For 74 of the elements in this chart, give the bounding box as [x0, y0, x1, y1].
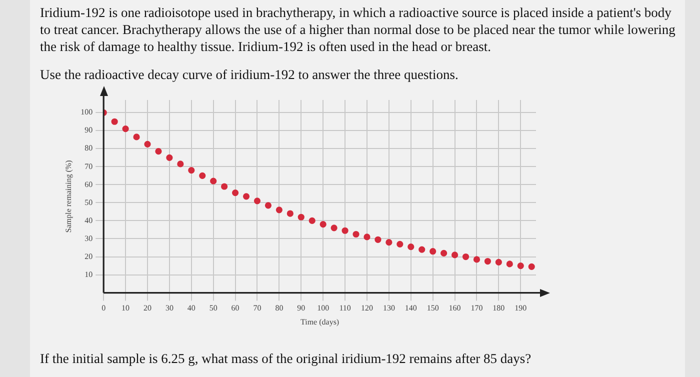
- x-tick-label: 90: [297, 304, 306, 313]
- point: [462, 253, 470, 260]
- x-tick-label: 10: [122, 304, 130, 313]
- x-axis-title: Time (days): [300, 317, 340, 326]
- point: [364, 234, 370, 240]
- point: [320, 221, 326, 228]
- point: [111, 118, 118, 125]
- point: [352, 230, 360, 238]
- point: [166, 154, 173, 161]
- point: [396, 240, 404, 248]
- point: [484, 258, 492, 265]
- x-tick-label: 150: [426, 304, 439, 313]
- point: [342, 227, 348, 234]
- y-tick-label: 40: [84, 216, 93, 225]
- point: [210, 178, 217, 184]
- point: [276, 206, 282, 214]
- y-tick-label: 20: [84, 252, 93, 261]
- point: [133, 134, 140, 140]
- x-tick-label: 50: [209, 304, 218, 313]
- point: [517, 262, 524, 270]
- x-tick-label: 190: [514, 304, 527, 313]
- point: [330, 224, 338, 232]
- x-tick-label: 30: [165, 304, 174, 313]
- x-tick-label: 20: [144, 304, 152, 313]
- x-tick-label: 80: [275, 304, 284, 313]
- x-tick-label: 160: [448, 304, 461, 313]
- x-tick-label: 130: [382, 304, 395, 313]
- point: [144, 140, 151, 148]
- point: [495, 258, 502, 266]
- x-tick-label: 170: [470, 304, 483, 313]
- point: [506, 260, 513, 268]
- x-tick-label: 120: [360, 304, 373, 313]
- y-tick-label: 30: [84, 234, 93, 243]
- point: [188, 166, 195, 174]
- point: [418, 246, 426, 253]
- point: [430, 248, 436, 255]
- point: [473, 256, 480, 263]
- y-tick-label: 100: [80, 108, 93, 117]
- y-tick-label: 70: [84, 162, 93, 171]
- x-tick-label: 60: [231, 304, 240, 313]
- point: [242, 193, 250, 200]
- point: [408, 244, 414, 250]
- point: [232, 189, 239, 196]
- y-tick-label: 10: [84, 270, 93, 279]
- point: [440, 250, 448, 256]
- point: [199, 172, 206, 179]
- x-tick-label: 70: [253, 304, 262, 313]
- point: [451, 252, 458, 258]
- point: [122, 126, 129, 132]
- text: If the initial sample is 6.25 g, what mass of the original iridium-192 remains after 85 days?: [40, 350, 532, 367]
- y-tick-label: 60: [84, 180, 93, 189]
- point: [528, 263, 535, 270]
- text: Use the radioactive decay curve of iridium-192 to answer the three questions.: [40, 66, 460, 83]
- x-tick-label: 110: [339, 304, 351, 313]
- x-tick-label: 140: [404, 304, 417, 313]
- point: [254, 198, 261, 204]
- point: [386, 239, 392, 246]
- point: [298, 214, 304, 220]
- y-tick-label: 50: [84, 198, 93, 207]
- x-tick-label: 0: [102, 304, 106, 313]
- point: [155, 148, 162, 155]
- text: Iridium-192 is one radioisotope used in brachytherapy, in which a radioactive source is placed inside a patient's body to treat cancer. Brachytherapy allows the use of a higher than normal dose to be placed near the tumor while lowering the risk of damage to healthy tissue. Iridium-192 is often used in the head or breast.: [40, 4, 676, 55]
- y-tick-label: 80: [84, 144, 93, 153]
- y-tick-label: 90: [84, 126, 93, 135]
- point: [221, 183, 228, 190]
- point: [374, 236, 382, 243]
- x-tick-label: 180: [492, 304, 505, 313]
- point: [308, 217, 316, 224]
- point: [177, 160, 184, 168]
- point: [286, 210, 294, 217]
- point: [264, 202, 272, 209]
- x-tick-label: 40: [187, 304, 196, 313]
- y-axis-title: Sample remaining (%): [64, 160, 73, 233]
- x-tick-label: 100: [317, 304, 330, 313]
